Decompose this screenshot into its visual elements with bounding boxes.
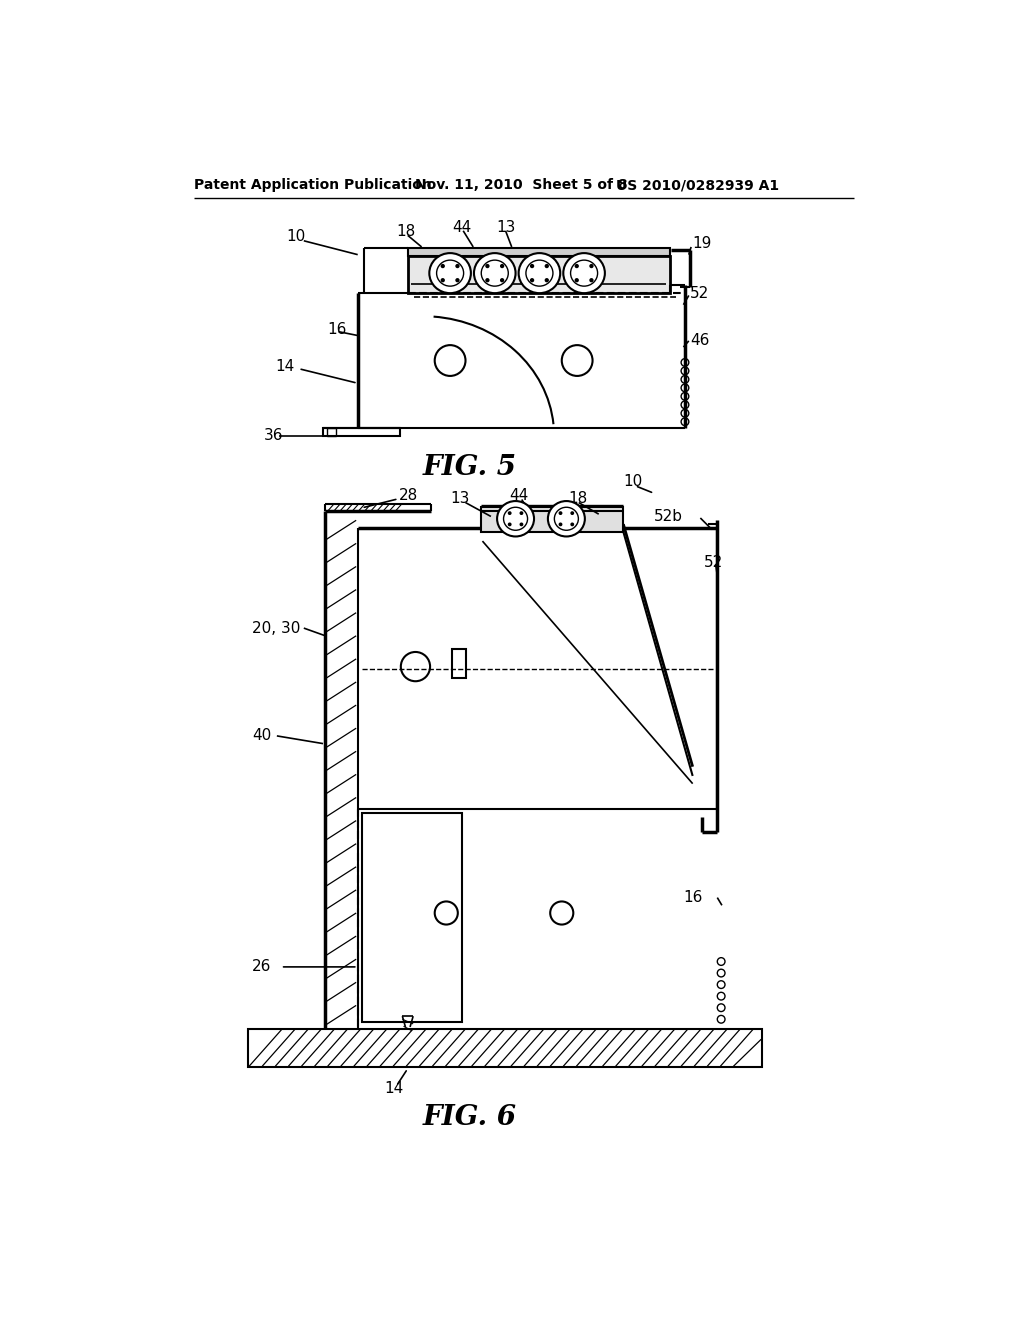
- Circle shape: [456, 279, 460, 282]
- Circle shape: [519, 523, 523, 527]
- Circle shape: [574, 264, 579, 268]
- Circle shape: [574, 279, 579, 282]
- Text: 44: 44: [453, 220, 472, 235]
- Text: 46: 46: [690, 334, 710, 348]
- Text: 13: 13: [451, 491, 469, 507]
- Bar: [323, 428, 400, 436]
- Bar: [248, 1028, 762, 1067]
- Text: 14: 14: [275, 359, 295, 374]
- Circle shape: [570, 511, 574, 515]
- Text: 44: 44: [509, 488, 528, 503]
- Bar: [408, 256, 670, 293]
- Circle shape: [545, 264, 549, 268]
- Circle shape: [485, 279, 489, 282]
- Text: Nov. 11, 2010  Sheet 5 of 8: Nov. 11, 2010 Sheet 5 of 8: [416, 178, 628, 193]
- Text: FIG. 5: FIG. 5: [422, 454, 516, 482]
- Text: 20, 30: 20, 30: [252, 620, 301, 636]
- Circle shape: [589, 279, 594, 282]
- Text: 52: 52: [690, 285, 710, 301]
- Circle shape: [500, 279, 504, 282]
- Text: 26: 26: [252, 960, 271, 974]
- Ellipse shape: [518, 253, 560, 293]
- Ellipse shape: [548, 502, 585, 536]
- Ellipse shape: [474, 253, 515, 293]
- Circle shape: [530, 279, 535, 282]
- Circle shape: [570, 523, 574, 527]
- Text: 52b: 52b: [654, 510, 683, 524]
- Circle shape: [530, 264, 535, 268]
- Circle shape: [558, 511, 562, 515]
- Circle shape: [589, 264, 594, 268]
- Text: 10: 10: [624, 474, 643, 490]
- Text: FIG. 6: FIG. 6: [422, 1104, 516, 1130]
- Text: 16: 16: [683, 890, 702, 906]
- Circle shape: [558, 523, 562, 527]
- Text: 18: 18: [568, 491, 587, 507]
- Ellipse shape: [563, 253, 605, 293]
- Text: Patent Application Publication: Patent Application Publication: [195, 178, 432, 193]
- Circle shape: [508, 523, 512, 527]
- Circle shape: [508, 511, 512, 515]
- Circle shape: [485, 264, 489, 268]
- Bar: [408, 248, 670, 256]
- Circle shape: [500, 264, 504, 268]
- Text: 14: 14: [385, 1081, 403, 1096]
- Text: 28: 28: [398, 488, 418, 503]
- Text: 10: 10: [286, 230, 305, 244]
- Circle shape: [545, 279, 549, 282]
- Circle shape: [456, 264, 460, 268]
- Ellipse shape: [497, 502, 535, 536]
- Text: 18: 18: [396, 224, 416, 239]
- Text: US 2010/0282939 A1: US 2010/0282939 A1: [615, 178, 779, 193]
- Bar: [453, 649, 466, 678]
- Text: 36: 36: [264, 428, 284, 444]
- Text: 13: 13: [497, 220, 516, 235]
- Bar: [481, 507, 624, 532]
- Text: 52: 52: [705, 556, 724, 570]
- Bar: [361, 813, 462, 1022]
- Circle shape: [440, 279, 444, 282]
- Bar: [327, 428, 336, 436]
- Circle shape: [519, 511, 523, 515]
- Text: 19: 19: [692, 235, 712, 251]
- Text: 16: 16: [327, 322, 346, 337]
- Ellipse shape: [429, 253, 471, 293]
- Circle shape: [440, 264, 444, 268]
- Text: 40: 40: [252, 729, 271, 743]
